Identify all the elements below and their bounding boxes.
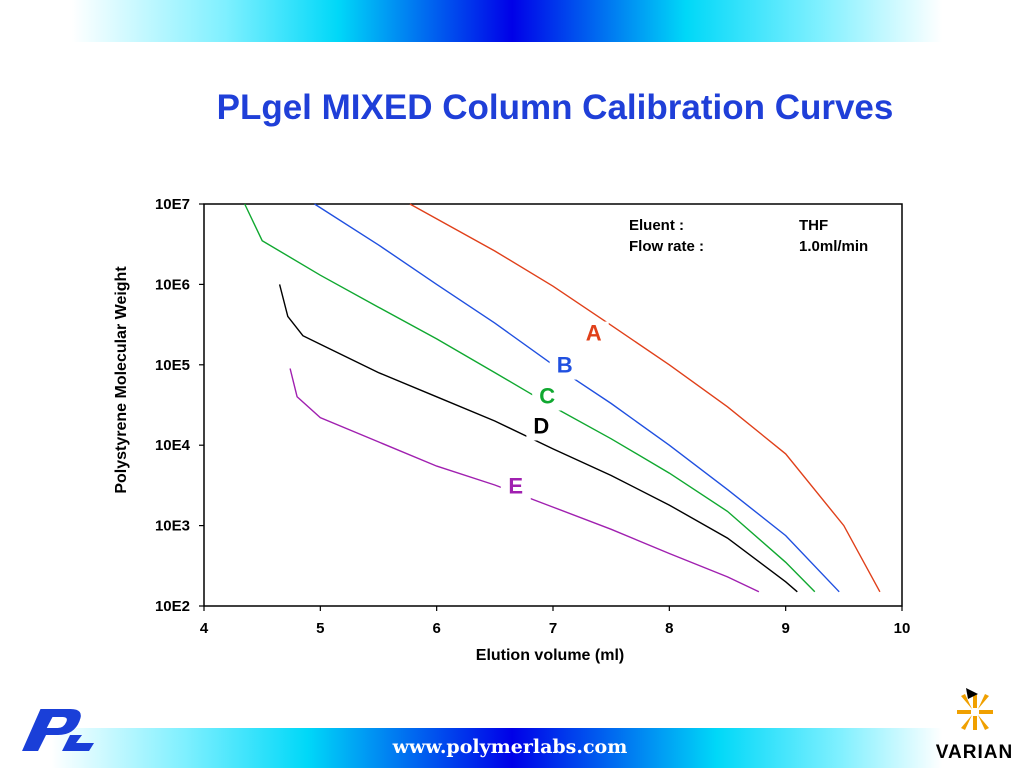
website-url[interactable]: www.polymerlabs.com	[392, 736, 628, 758]
slide-title: PLgel MIXED Column Calibration Curves	[216, 88, 894, 127]
pl-logo	[22, 709, 95, 751]
series-label-background	[500, 474, 531, 501]
x-tick-label: 9	[781, 620, 789, 637]
y-tick-label: 10E4	[155, 437, 191, 454]
varian-emblem-icon	[957, 688, 993, 730]
series-label-a: A	[586, 321, 602, 346]
series-line-a	[409, 203, 881, 593]
y-axis-label: Polystyrene Molecular Weight	[113, 266, 130, 494]
series-label-d: D	[533, 413, 549, 438]
series-label-background	[549, 353, 580, 380]
varian-wordmark: VARIAN	[935, 742, 1014, 763]
series-label-e: E	[508, 474, 523, 499]
x-tick-label: 8	[665, 620, 673, 637]
x-tick-label: 10	[894, 620, 911, 637]
annotation-label: Flow rate :	[629, 238, 704, 255]
varian-logo: VARIAN	[925, 688, 1024, 768]
x-axis-label: Elution volume (ml)	[476, 647, 624, 664]
y-tick-label: 10E5	[155, 357, 190, 374]
bottom-gradient-band	[0, 728, 1024, 768]
y-tick-label: 10E2	[155, 598, 190, 615]
annotation-value: THF	[799, 217, 828, 234]
series-label-background	[532, 384, 563, 411]
series-line-c	[244, 203, 816, 593]
x-tick-label: 5	[316, 620, 324, 637]
series-label-b: B	[557, 353, 573, 378]
series-label-background	[526, 414, 557, 441]
x-tick-label: 6	[432, 620, 440, 637]
calibration-chart: 4 5 6 7 8 9 10 10E7 10E6 10E5 10E4 10E3 10E2 Elution …	[113, 196, 911, 664]
y-tick-label: 10E7	[155, 196, 190, 213]
series-label-background	[578, 321, 609, 348]
y-tick-label: 10E3	[155, 518, 190, 535]
x-tick-label: 7	[549, 620, 557, 637]
y-tick-label: 10E6	[155, 276, 190, 293]
x-tick-label: 4	[200, 620, 209, 637]
series-line-d	[278, 284, 798, 593]
top-gradient-band	[0, 0, 1024, 42]
series-line-b	[314, 203, 840, 593]
annotation-label: Eluent :	[629, 217, 684, 234]
series-label-c: C	[539, 384, 555, 409]
annotation-value: 1.0ml/min	[799, 238, 868, 255]
series-line-e	[289, 368, 760, 593]
